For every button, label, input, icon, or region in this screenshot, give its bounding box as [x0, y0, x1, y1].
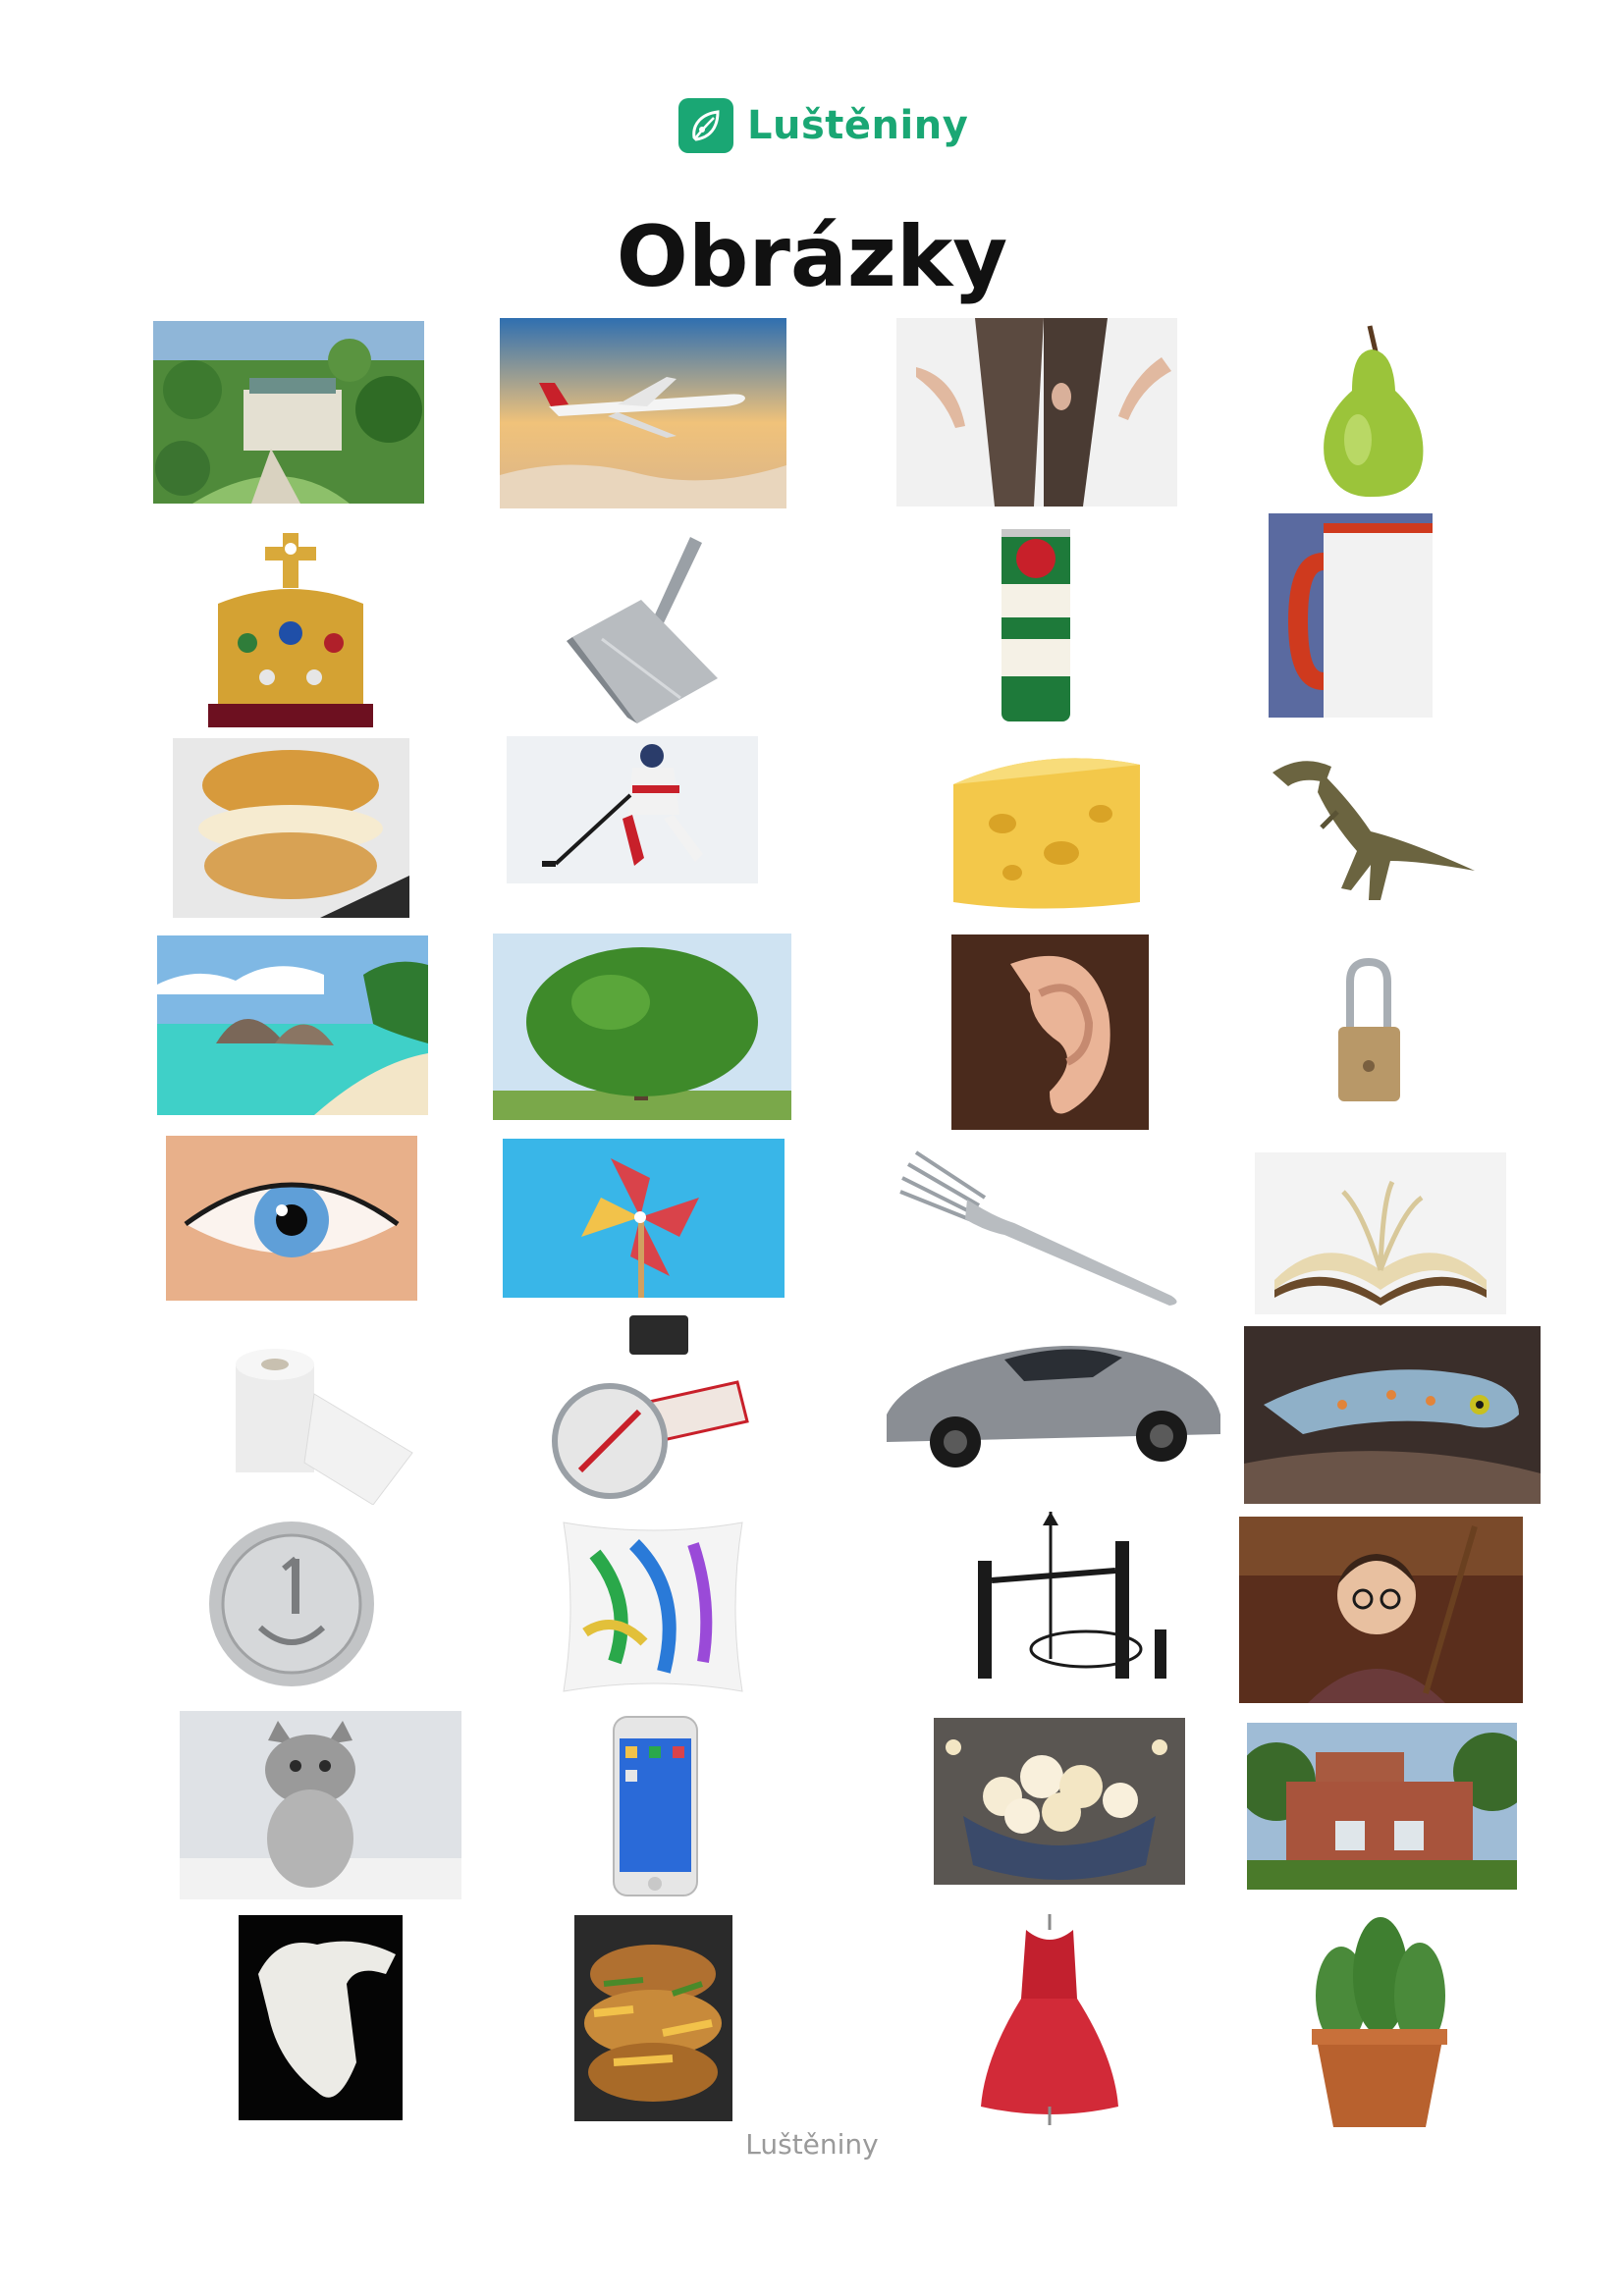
cheese-photo: [944, 745, 1146, 915]
chateau-aerial-photo: [153, 321, 424, 504]
smartphone-photo: [610, 1715, 701, 1897]
wizard-boy-photo: [1239, 1517, 1523, 1703]
brand-logo: Luštěniny: [678, 96, 968, 155]
kitten-photo: [180, 1711, 461, 1899]
eye-photo: [166, 1136, 417, 1301]
airplane-photo: [500, 318, 786, 508]
pillow-photo: [556, 1515, 749, 1698]
tree-photo: [493, 934, 791, 1120]
dustpan-photo: [543, 531, 721, 724]
beach-photo: [157, 935, 428, 1115]
gecko-photo: [1244, 1326, 1541, 1504]
hockey-player-photo: [507, 736, 758, 883]
cactus-photo: [1302, 1907, 1456, 2131]
pear-photo: [1309, 322, 1436, 500]
open-book-photo: [1255, 1152, 1506, 1314]
cream-puff-photo: [173, 738, 409, 918]
sports-car-photo: [877, 1326, 1225, 1470]
food-photo: [574, 1915, 732, 2121]
mug-photo: [1269, 513, 1433, 718]
padlock-photo: [1336, 958, 1402, 1102]
coin-photo: [201, 1520, 380, 1688]
footer-brand: Luštěniny: [745, 2128, 879, 2161]
crown-photo: [208, 525, 373, 727]
leaf-icon: [678, 98, 733, 153]
brick-house-photo: [1247, 1723, 1517, 1890]
beer-can-photo: [998, 523, 1074, 725]
toilet-paper-photo: [216, 1335, 421, 1505]
popcorn-photo: [934, 1718, 1185, 1885]
torn-tights-photo: [896, 318, 1177, 507]
fork-photo: [896, 1148, 1184, 1308]
logo-text: Luštěniny: [747, 103, 969, 148]
compass-photo: [541, 1313, 758, 1507]
ear-photo: [951, 934, 1149, 1130]
page-title: Obrázky: [616, 208, 1008, 306]
pinwheel-photo: [503, 1139, 785, 1298]
red-dress-photo: [977, 1910, 1121, 2125]
trap-drawing: [968, 1502, 1182, 1688]
dinosaur-photo: [1263, 743, 1477, 923]
bone-photo: [239, 1915, 403, 2120]
